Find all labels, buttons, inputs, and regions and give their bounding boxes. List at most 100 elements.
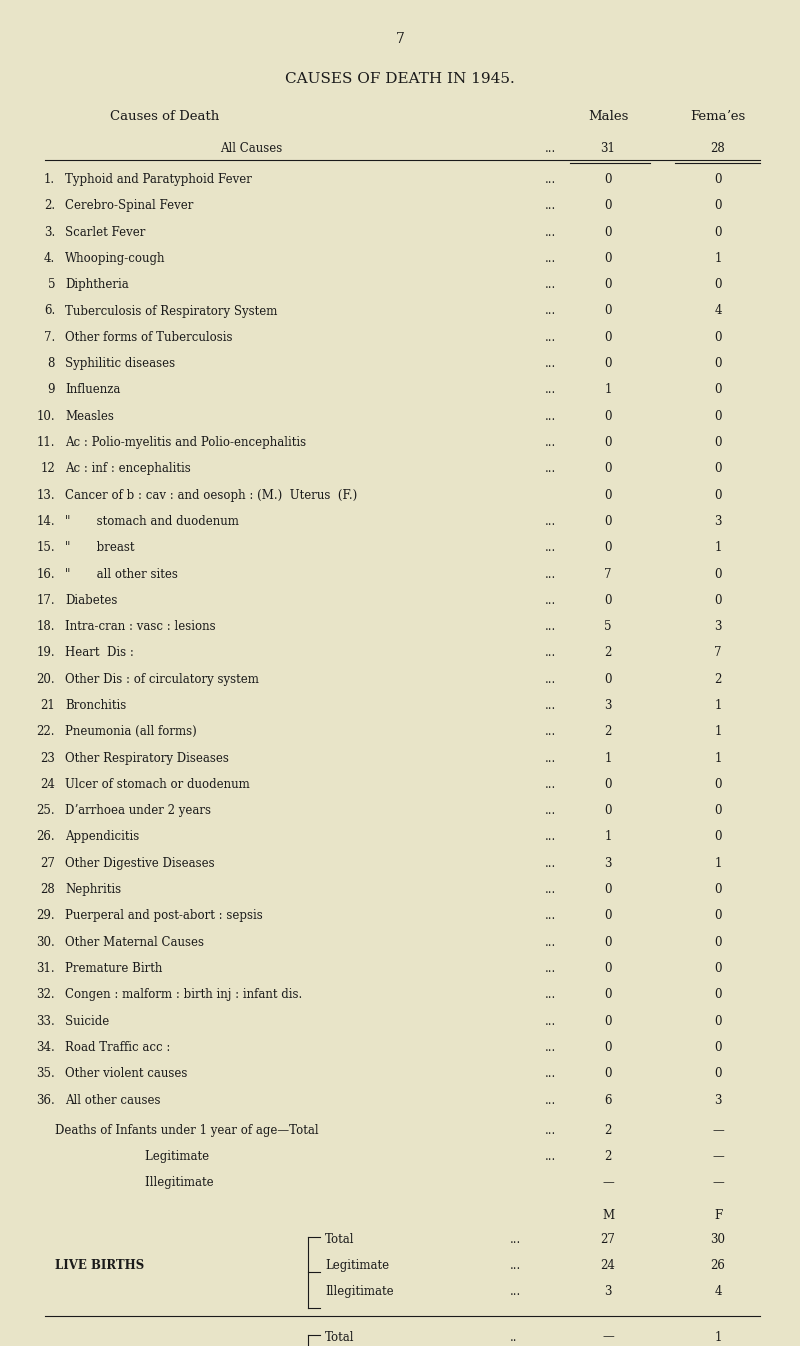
Text: ...: ...	[510, 1233, 522, 1245]
Text: 33.: 33.	[36, 1015, 55, 1027]
Text: ...: ...	[545, 1015, 556, 1027]
Text: 0: 0	[604, 935, 612, 949]
Text: 26: 26	[710, 1259, 726, 1272]
Text: —: —	[712, 1149, 724, 1163]
Text: 0: 0	[714, 226, 722, 238]
Text: 0: 0	[604, 594, 612, 607]
Text: 0: 0	[604, 279, 612, 291]
Text: 0: 0	[714, 462, 722, 475]
Text: 4.: 4.	[44, 252, 55, 265]
Text: ...: ...	[545, 1040, 556, 1054]
Text: 0: 0	[604, 409, 612, 423]
Text: ...: ...	[545, 226, 556, 238]
Text: 2.: 2.	[44, 199, 55, 213]
Text: 7: 7	[604, 568, 612, 580]
Text: 2: 2	[604, 1149, 612, 1163]
Text: ...: ...	[545, 357, 556, 370]
Text: 31.: 31.	[36, 962, 55, 975]
Text: 3: 3	[714, 621, 722, 633]
Text: ...: ...	[545, 252, 556, 265]
Text: 15.: 15.	[36, 541, 55, 555]
Text: 36.: 36.	[36, 1093, 55, 1106]
Text: 7.: 7.	[44, 331, 55, 343]
Text: 30.: 30.	[36, 935, 55, 949]
Text: ...: ...	[545, 1124, 556, 1137]
Text: Nephritis: Nephritis	[65, 883, 121, 896]
Text: ...: ...	[545, 516, 556, 528]
Text: 0: 0	[714, 409, 722, 423]
Text: 27: 27	[40, 857, 55, 870]
Text: 0: 0	[714, 804, 722, 817]
Text: "       all other sites: " all other sites	[65, 568, 178, 580]
Text: ...: ...	[545, 935, 556, 949]
Text: 5: 5	[604, 621, 612, 633]
Text: 1: 1	[714, 699, 722, 712]
Text: ...: ...	[545, 883, 556, 896]
Text: Premature Birth: Premature Birth	[65, 962, 162, 975]
Text: Other Digestive Diseases: Other Digestive Diseases	[65, 857, 214, 870]
Text: 29.: 29.	[36, 910, 55, 922]
Text: 4: 4	[714, 304, 722, 318]
Text: 21: 21	[40, 699, 55, 712]
Text: 19.: 19.	[36, 646, 55, 660]
Text: 0: 0	[714, 489, 722, 502]
Text: 22.: 22.	[37, 725, 55, 739]
Text: 3: 3	[604, 699, 612, 712]
Text: ..: ..	[510, 1331, 518, 1343]
Text: —: —	[602, 1331, 614, 1343]
Text: Heart  Dis :: Heart Dis :	[65, 646, 134, 660]
Text: 0: 0	[714, 830, 722, 844]
Text: 0: 0	[714, 568, 722, 580]
Text: Ac : Polio-myelitis and Polio-encephalitis: Ac : Polio-myelitis and Polio-encephalit…	[65, 436, 306, 450]
Text: CAUSES OF DEATH IN 1945.: CAUSES OF DEATH IN 1945.	[285, 71, 515, 86]
Text: ...: ...	[545, 962, 556, 975]
Text: 0: 0	[714, 1067, 722, 1081]
Text: Other Maternal Causes: Other Maternal Causes	[65, 935, 204, 949]
Text: Cerebro-Spinal Fever: Cerebro-Spinal Fever	[65, 199, 194, 213]
Text: 0: 0	[604, 357, 612, 370]
Text: 0: 0	[714, 1015, 722, 1027]
Text: Legitimate: Legitimate	[325, 1259, 389, 1272]
Text: ...: ...	[545, 725, 556, 739]
Text: 2: 2	[604, 646, 612, 660]
Text: 0: 0	[604, 252, 612, 265]
Text: ...: ...	[545, 331, 556, 343]
Text: 0: 0	[604, 1040, 612, 1054]
Text: "       breast: " breast	[65, 541, 134, 555]
Text: 30: 30	[710, 1233, 726, 1245]
Text: 0: 0	[604, 331, 612, 343]
Text: 1: 1	[714, 857, 722, 870]
Text: Males: Males	[588, 110, 628, 122]
Text: 0: 0	[604, 516, 612, 528]
Text: 0: 0	[604, 962, 612, 975]
Text: 0: 0	[714, 436, 722, 450]
Text: 1: 1	[714, 725, 722, 739]
Text: 8: 8	[48, 357, 55, 370]
Text: Ulcer of stomach or duodenum: Ulcer of stomach or duodenum	[65, 778, 250, 791]
Text: ...: ...	[545, 436, 556, 450]
Text: Diabetes: Diabetes	[65, 594, 118, 607]
Text: 17.: 17.	[36, 594, 55, 607]
Text: 0: 0	[604, 489, 612, 502]
Text: 9: 9	[47, 384, 55, 397]
Text: Diphtheria: Diphtheria	[65, 279, 129, 291]
Text: 3.: 3.	[44, 226, 55, 238]
Text: 1: 1	[604, 384, 612, 397]
Text: Total: Total	[325, 1233, 354, 1245]
Text: Ac : inf : encephalitis: Ac : inf : encephalitis	[65, 462, 190, 475]
Text: 28: 28	[40, 883, 55, 896]
Text: 2: 2	[714, 673, 722, 685]
Text: 26.: 26.	[36, 830, 55, 844]
Text: Influenza: Influenza	[65, 384, 120, 397]
Text: M: M	[602, 1209, 614, 1222]
Text: ...: ...	[545, 1093, 556, 1106]
Text: ...: ...	[545, 568, 556, 580]
Text: 0: 0	[714, 199, 722, 213]
Text: ...: ...	[545, 304, 556, 318]
Text: ...: ...	[545, 199, 556, 213]
Text: 6: 6	[604, 1093, 612, 1106]
Text: Intra-cran : vasc : lesions: Intra-cran : vasc : lesions	[65, 621, 216, 633]
Text: 34.: 34.	[36, 1040, 55, 1054]
Text: Whooping-cough: Whooping-cough	[65, 252, 166, 265]
Text: Typhoid and Paratyphoid Fever: Typhoid and Paratyphoid Fever	[65, 174, 252, 186]
